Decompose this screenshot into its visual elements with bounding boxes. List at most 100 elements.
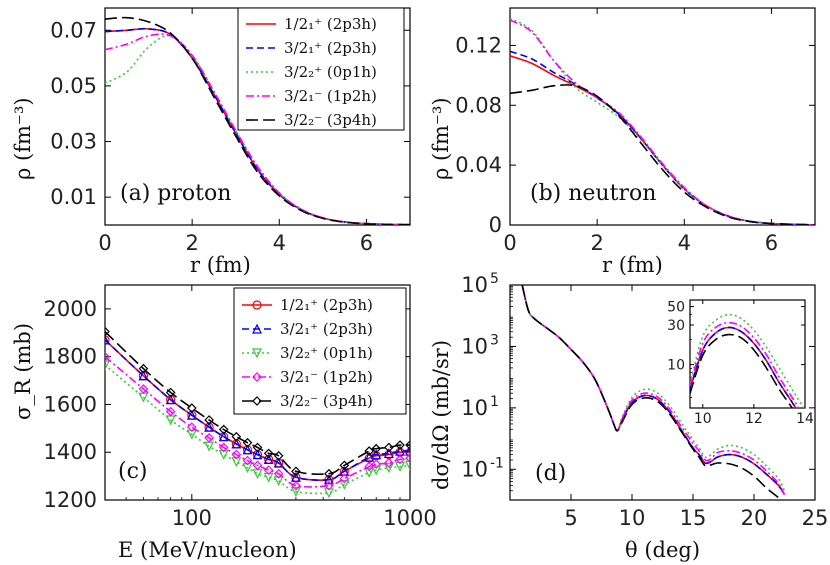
panel-d-xtick-label: 15 xyxy=(680,506,707,530)
panel-a-ytick-label: 0.07 xyxy=(50,18,97,42)
panel-c-data-point xyxy=(204,421,215,432)
panel-a-series-line xyxy=(105,33,410,225)
panel-c-xlabel: E (MeV/nucleon) xyxy=(118,538,297,562)
panel-b-xlabel: r (fm) xyxy=(602,253,663,277)
panel-c-data-point xyxy=(323,474,334,485)
panel-d-ytick-label: 10 xyxy=(461,457,488,481)
panel-a-xtick-label: 0 xyxy=(98,231,111,255)
panel-c-data-point xyxy=(405,445,410,456)
panel-c-data-point xyxy=(339,460,350,471)
panel-c-data-point xyxy=(105,360,110,371)
panel-c-data-point xyxy=(252,372,262,382)
panel-c-data-point xyxy=(105,351,110,362)
panel-a-ytick-label: 0.05 xyxy=(50,74,97,98)
panel-c-data-point xyxy=(138,370,149,381)
panel-d-ytick-exponent: 3 xyxy=(490,332,499,348)
panel-d-ytick-exponent: 5 xyxy=(490,271,499,287)
panel-c-data-point xyxy=(252,348,262,359)
panel-c-data-point xyxy=(273,468,284,479)
panel-c-data-point xyxy=(218,424,229,435)
panel-c-data-point xyxy=(252,460,263,471)
panel-c-data-point xyxy=(204,415,214,425)
panel-inset-frame xyxy=(689,299,806,409)
panel-c-ytick-label: 1800 xyxy=(44,345,97,369)
panel-c-annotation: (c) xyxy=(118,459,148,484)
panel-d-ytick-label: 10 xyxy=(461,396,488,420)
panel-c-data-point xyxy=(364,461,375,472)
panel-inset-xtick-label: 12 xyxy=(745,411,763,427)
panel-b-ylabel: ρ (fm⁻³) xyxy=(429,97,453,180)
panel-c-data-point xyxy=(263,454,274,464)
panel-b-xtick-label: 6 xyxy=(765,231,778,255)
panel-c-data-point xyxy=(252,449,263,460)
panel-a-xtick-label: 4 xyxy=(273,231,286,255)
panel-c-data-point xyxy=(273,457,284,468)
panel-d-annotation: (d) xyxy=(535,461,566,486)
panel-c-data-point xyxy=(291,480,301,491)
legend-panel-c: 1/2₁⁺ (2p3h) 3/2₁⁺ (2p3h) 3/2₂⁺ (0p1h) 3/2₁… xyxy=(233,287,407,415)
panel-c-data-point xyxy=(371,465,382,476)
panel-c-data-point xyxy=(218,431,229,442)
panel-inset-ytick-label: 50 xyxy=(667,300,685,316)
panel-d-ylabel: dσ/dΩ (mb/sr) xyxy=(429,340,453,490)
panel-b-frame xyxy=(509,7,816,226)
panel-c-data-point xyxy=(324,480,334,491)
legend-a-label: 3/2₂⁻ (3p4h) xyxy=(284,111,377,129)
legend-a-label: 3/2₂⁺ (0p1h) xyxy=(284,63,377,81)
panel-d-xtick-label: 20 xyxy=(741,506,768,530)
panel-c-data-point xyxy=(242,444,253,455)
panel-c-data-point xyxy=(252,442,263,453)
panel-c-data-point xyxy=(252,396,262,406)
panel-a-xtick-label: 6 xyxy=(360,231,373,255)
legend-a-label: 1/2₁⁺ (2p3h) xyxy=(284,15,377,33)
panel-c-ylabel: σ_R (mb) xyxy=(11,323,35,420)
panel-c-series-line xyxy=(105,364,410,495)
panel-d-ytick-exponent: -1 xyxy=(490,455,504,471)
panel-c-data-point xyxy=(395,440,405,450)
panel-b-annotation: (b) neutron xyxy=(530,181,656,206)
panel-b-ytick-label: 0.08 xyxy=(455,93,502,117)
panel-d-inset: 10 12 14 10 30 50 xyxy=(667,299,814,427)
panel-d-xtick-label: 10 xyxy=(619,506,646,530)
panel-c-data-point xyxy=(405,453,410,464)
panel-c-data-point xyxy=(186,409,197,420)
panel-inset-series-line xyxy=(690,313,805,408)
panel-c-data-point xyxy=(231,431,242,442)
panel-a-annotation: (a) proton xyxy=(120,181,231,206)
panel-d-xtick-label: 5 xyxy=(564,506,577,530)
panel-c-data-point xyxy=(384,458,394,468)
panel-inset-series-line xyxy=(690,321,800,408)
panel-a-ytick-label: 0.03 xyxy=(50,130,97,154)
panel-c-ytick-label: 1400 xyxy=(44,440,97,464)
panel-d-ytick-label: 10 xyxy=(461,334,488,358)
panel-a-ytick-label: 0.01 xyxy=(50,185,97,209)
panel-b-neutron-density: 0 2 4 6 0 0.04 0.08 0.12 xyxy=(455,7,816,255)
panel-c-series-line xyxy=(105,339,410,481)
panel-a-xtick-label: 2 xyxy=(185,231,198,255)
panel-c-data-point xyxy=(165,406,176,417)
panel-c-data-point xyxy=(383,463,394,474)
panel-d-xtick-label: 25 xyxy=(802,506,829,530)
panel-c-xtick-label: 1000 xyxy=(383,506,436,530)
legend-a-label: 3/2₁⁺ (2p3h) xyxy=(284,39,377,57)
panel-c-data-point xyxy=(371,459,382,470)
panel-b-series-line xyxy=(510,19,815,225)
panel-c-ytick-label: 1200 xyxy=(44,488,97,512)
panel-c-data-point xyxy=(290,487,301,497)
panel-inset-series-line xyxy=(690,333,794,408)
panel-c-data-point xyxy=(186,422,197,432)
panel-c-data-point xyxy=(242,437,253,448)
panel-c-data-point xyxy=(405,460,410,471)
panel-c-series-line xyxy=(105,331,410,475)
panel-b-ytick-label: 0 xyxy=(489,213,502,237)
panel-c-data-point xyxy=(384,442,394,453)
panel-inset-series-line xyxy=(690,326,797,408)
panel-c-data-point xyxy=(395,454,405,465)
panel-b-series-line xyxy=(510,50,815,225)
panel-c-data-point xyxy=(252,323,262,334)
panel-d-series-line xyxy=(521,285,786,496)
panel-c-series-group xyxy=(105,326,410,499)
panel-c-data-point xyxy=(364,467,375,478)
legend-c-label: 3/2₂⁺ (0p1h) xyxy=(280,344,373,362)
